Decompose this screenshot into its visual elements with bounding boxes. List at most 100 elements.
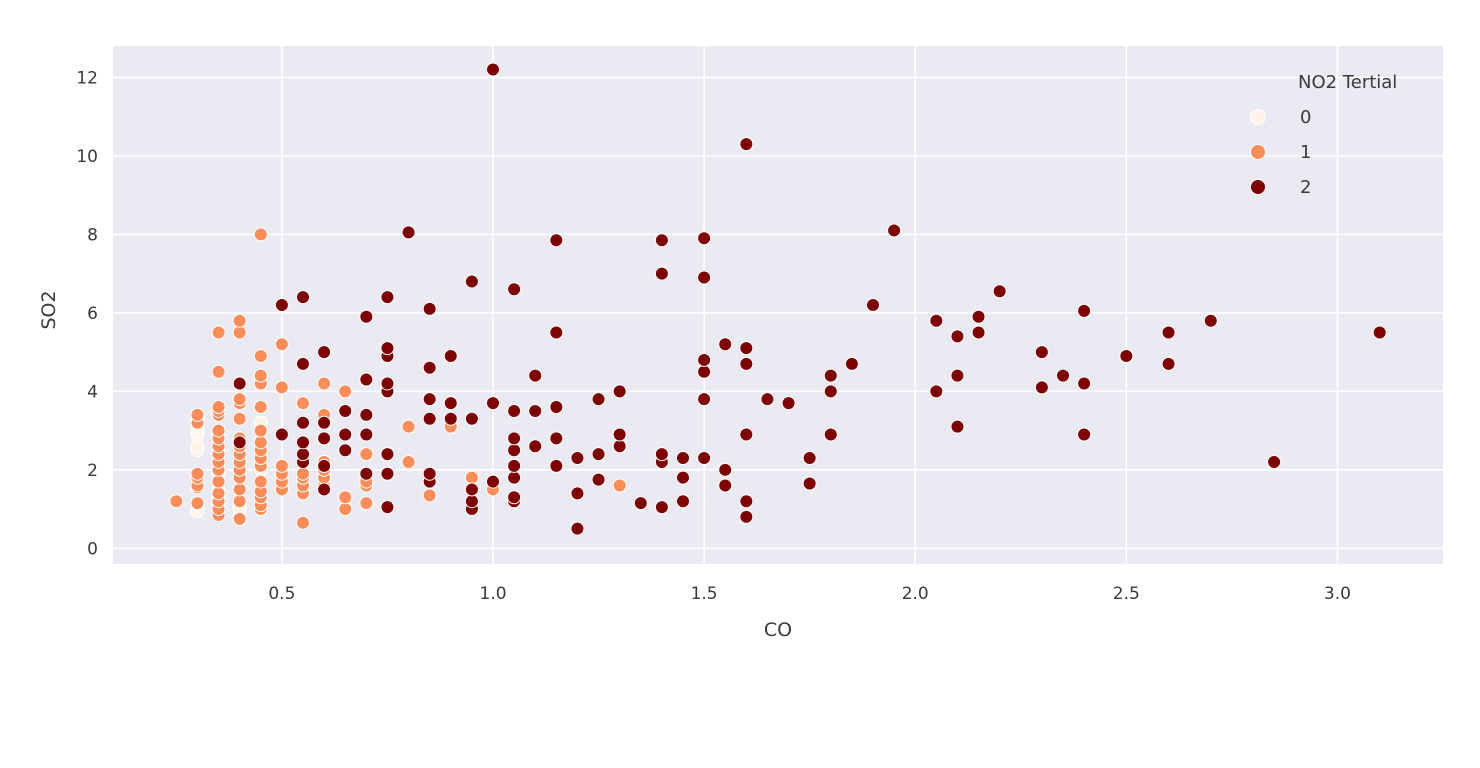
- data-point: [549, 431, 564, 446]
- data-point: [1034, 380, 1049, 395]
- data-point: [338, 427, 353, 442]
- data-point: [253, 227, 268, 242]
- data-point: [591, 472, 606, 487]
- data-point: [992, 284, 1007, 299]
- data-point: [1077, 303, 1092, 318]
- data-point: [718, 462, 733, 477]
- data-point: [232, 435, 247, 450]
- data-point: [253, 349, 268, 364]
- legend-label: 0: [1300, 107, 1311, 128]
- data-point: [486, 62, 500, 77]
- data-point: [232, 392, 247, 407]
- data-point: [760, 392, 775, 407]
- data-point: [422, 488, 437, 503]
- data-point: [338, 490, 353, 505]
- data-point: [359, 496, 374, 511]
- data-point: [739, 137, 754, 152]
- data-point: [422, 466, 437, 481]
- data-point: [612, 427, 627, 442]
- data-point: [253, 368, 268, 383]
- data-point: [1267, 454, 1282, 469]
- data-point: [422, 360, 437, 375]
- data-point: [739, 494, 754, 509]
- data-point: [232, 482, 247, 497]
- data-point: [507, 403, 522, 418]
- data-point: [380, 447, 395, 462]
- data-point: [739, 509, 754, 524]
- data-point: [211, 486, 226, 501]
- x-tick-label: 2.5: [1113, 584, 1140, 604]
- data-point: [359, 466, 374, 481]
- data-point: [507, 443, 522, 458]
- data-point: [676, 494, 690, 509]
- data-point: [359, 447, 374, 462]
- y-tick-label: 2: [87, 461, 98, 481]
- data-point: [443, 411, 458, 426]
- y-axis-title: SO2: [38, 290, 60, 329]
- data-point: [802, 451, 817, 466]
- data-point: [317, 415, 332, 430]
- data-point: [697, 352, 712, 367]
- data-point: [317, 482, 332, 497]
- data-point: [781, 396, 796, 411]
- data-point: [401, 225, 416, 240]
- data-point: [296, 447, 310, 462]
- data-point: [401, 419, 416, 434]
- data-point: [929, 313, 944, 328]
- x-axis-ticks: 0.5 1.0 1.5 2.0 2.5 3.0: [268, 584, 1351, 604]
- y-tick-label: 10: [76, 147, 98, 167]
- data-point: [464, 470, 479, 485]
- data-point: [359, 407, 374, 422]
- x-tick-label: 1.5: [691, 584, 718, 604]
- data-point: [296, 466, 310, 481]
- data-point: [232, 411, 247, 426]
- data-point: [549, 458, 564, 473]
- data-point: [422, 411, 437, 426]
- data-point: [443, 396, 458, 411]
- data-point: [1077, 427, 1092, 442]
- y-tick-label: 6: [87, 304, 98, 324]
- data-point: [528, 439, 543, 454]
- data-point: [739, 356, 754, 371]
- data-point: [591, 392, 606, 407]
- data-point: [1034, 345, 1049, 360]
- data-point: [739, 427, 754, 442]
- data-point: [232, 325, 247, 340]
- data-point: [464, 482, 479, 497]
- data-point: [697, 270, 712, 285]
- data-point: [570, 521, 585, 536]
- data-point: [317, 458, 332, 473]
- data-point: [528, 403, 543, 418]
- x-tick-label: 2.0: [902, 584, 929, 604]
- legend-label: 2: [1300, 177, 1311, 198]
- y-tick-label: 12: [76, 68, 98, 88]
- data-point: [507, 470, 522, 485]
- x-tick-label: 1.0: [479, 584, 506, 604]
- data-point: [232, 511, 247, 526]
- data-point: [802, 476, 817, 491]
- legend-marker: [1250, 144, 1266, 160]
- data-point: [274, 298, 289, 312]
- data-point: [1077, 376, 1092, 391]
- data-point: [950, 419, 965, 434]
- data-point: [507, 431, 522, 446]
- x-tick-label: 3.0: [1324, 584, 1351, 604]
- legend-label: 1: [1300, 142, 1311, 163]
- y-tick-label: 8: [87, 225, 98, 245]
- legend-marker: [1250, 179, 1266, 195]
- data-point: [190, 496, 205, 511]
- data-point: [401, 454, 416, 469]
- data-point: [296, 356, 310, 371]
- data-point: [464, 274, 479, 289]
- data-point: [950, 368, 965, 383]
- data-point: [612, 478, 627, 493]
- x-axis-title: CO: [764, 619, 792, 641]
- data-point: [464, 411, 479, 426]
- data-point: [190, 466, 205, 481]
- data-point: [1161, 356, 1176, 371]
- data-point: [338, 384, 353, 399]
- data-point: [549, 233, 564, 248]
- grid-lines: [113, 46, 1443, 564]
- data-point: [422, 301, 437, 316]
